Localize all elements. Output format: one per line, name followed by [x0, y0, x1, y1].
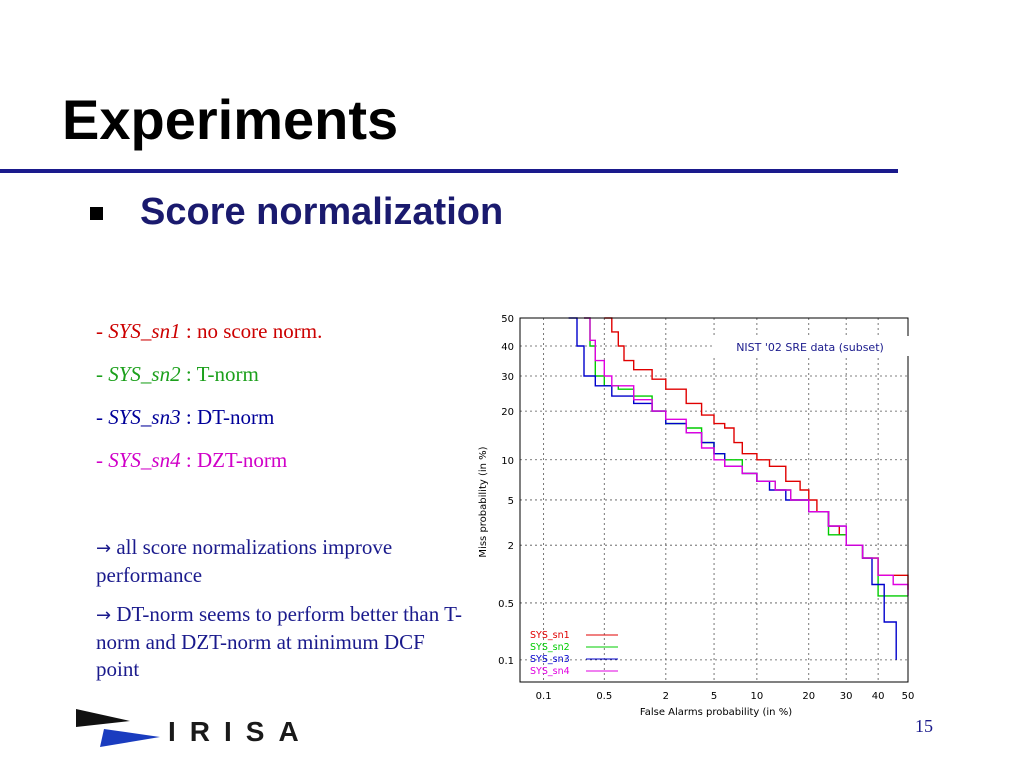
chart-series — [568, 317, 909, 660]
x-tick-label: 30 — [840, 691, 853, 702]
system-desc: : no score norm. — [180, 319, 323, 343]
x-tick-label: 50 — [902, 691, 915, 702]
arrow-right-icon: → — [96, 605, 112, 626]
x-tick-label: 5 — [711, 691, 717, 702]
y-axis-label: Miss probability (in %) — [478, 446, 489, 557]
y-tick-label: 2 — [508, 541, 514, 552]
system-item-sn1: - SYS_sn1 : no score norm. — [96, 318, 456, 361]
x-tick-label: 2 — [663, 691, 669, 702]
system-prefix: - — [96, 405, 109, 429]
page-number: 15 — [915, 716, 933, 736]
x-tick-label: 40 — [872, 691, 885, 702]
y-tick-label: 40 — [501, 342, 514, 353]
slide-subtitle: Score normalization — [140, 191, 504, 233]
y-tick-label: 5 — [508, 496, 514, 507]
logo-blue-wing — [100, 729, 160, 747]
logo-wordmark: IRISA — [168, 716, 313, 747]
slide-title: Experiments — [62, 88, 399, 151]
system-name: SYS_sn3 — [108, 405, 181, 429]
system-desc: : DT-norm — [180, 405, 275, 429]
y-tick-label: 30 — [501, 372, 514, 383]
system-item-sn2: - SYS_sn2 : T-norm — [96, 361, 456, 404]
x-axis-label: False Alarms probability (in %) — [640, 707, 792, 718]
system-desc: : T-norm — [180, 362, 259, 386]
y-tick-label: 10 — [501, 456, 514, 467]
title-underline — [0, 169, 898, 173]
y-tick-label: 0.1 — [498, 656, 514, 667]
chart-title: NIST '02 SRE data (subset) — [736, 341, 884, 354]
system-item-sn4: - SYS_sn4 : DZT-norm — [96, 447, 456, 490]
y-tick-label: 50 — [501, 314, 514, 325]
system-name: SYS_sn1 — [108, 319, 181, 343]
x-tick-label: 10 — [751, 691, 764, 702]
plot-frame — [519, 317, 909, 683]
system-name: SYS_sn2 — [108, 362, 181, 386]
arrow-right-icon: → — [96, 538, 112, 559]
conclusions: → all score normalizations improve perfo… — [96, 534, 466, 695]
system-prefix: - — [96, 362, 109, 386]
series-line-sys-sn4 — [584, 317, 909, 596]
legend-label: SYS_sn3 — [530, 654, 570, 665]
note-2: → DT-norm seems to perform better than T… — [96, 601, 466, 683]
y-tick-label: 0.5 — [498, 599, 514, 610]
chart-title-box — [712, 336, 910, 356]
system-prefix: - — [96, 448, 109, 472]
systems-list: - SYS_sn1 : no score norm. - SYS_sn2 : T… — [96, 318, 456, 490]
x-tick-label: 0.1 — [536, 691, 552, 702]
system-item-sn3: - SYS_sn3 : DT-norm — [96, 404, 456, 447]
note-text: DT-norm seems to perform better than T-n… — [96, 602, 462, 681]
x-tick-label: 0.5 — [596, 691, 612, 702]
legend-label: SYS_sn1 — [530, 630, 570, 641]
system-name: SYS_sn4 — [108, 448, 181, 472]
system-prefix: - — [96, 319, 109, 343]
chart-ticks: 0.1 0.5 2 5 10 20 30 40 50 0.1 0.5 2 5 10 20 30 40 50 — [498, 314, 914, 702]
irisa-logo — [76, 709, 160, 747]
system-desc: : DZT-norm — [180, 448, 288, 472]
y-tick-label: 20 — [501, 407, 514, 418]
legend-label: SYS_sn4 — [530, 666, 570, 677]
note-text: all score normalizations improve perform… — [96, 535, 393, 587]
logo-black-wing — [76, 709, 130, 727]
note-1: → all score normalizations improve perfo… — [96, 534, 466, 589]
x-tick-label: 20 — [802, 691, 815, 702]
legend-label: SYS_sn2 — [530, 642, 570, 653]
bullet-square-icon — [90, 207, 103, 220]
det-curve-chart: 0.1 0.5 2 5 10 20 30 40 50 0.1 0.5 2 5 10 20 30 40 50 NIS… — [470, 308, 920, 718]
